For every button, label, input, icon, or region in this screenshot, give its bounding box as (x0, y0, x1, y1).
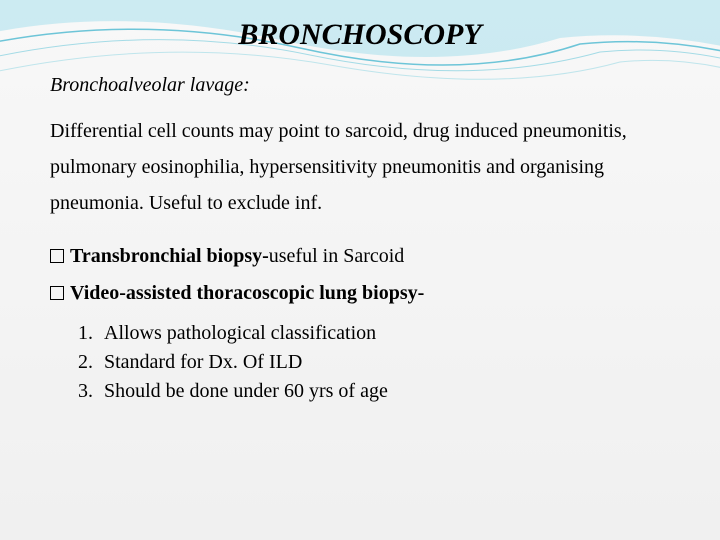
bullet-item-1: Transbronchial biopsy-useful in Sarcoid (50, 245, 670, 268)
body-paragraph: Differential cell counts may point to sa… (50, 113, 670, 221)
numbered-list: 1.Allows pathological classification 2.S… (78, 319, 670, 406)
list-item: 2.Standard for Dx. Of ILD (78, 348, 670, 377)
section-subtitle: Bronchoalveolar lavage: (50, 74, 670, 97)
slide-title: BRONCHOSCOPY (50, 18, 670, 52)
list-item: 1.Allows pathological classification (78, 319, 670, 348)
list-item: 3.Should be done under 60 yrs of age (78, 377, 670, 406)
bullet2-bold: Video-assisted thoracoscopic lung biopsy… (70, 282, 424, 304)
square-bullet-icon (50, 286, 64, 300)
slide-content: BRONCHOSCOPY Bronchoalveolar lavage: Dif… (0, 0, 720, 406)
bullet1-bold: Transbronchial biopsy- (70, 245, 269, 267)
square-bullet-icon (50, 249, 64, 263)
bullet1-rest: useful in Sarcoid (269, 245, 405, 267)
bullet-item-2: Video-assisted thoracoscopic lung biopsy… (50, 282, 670, 305)
